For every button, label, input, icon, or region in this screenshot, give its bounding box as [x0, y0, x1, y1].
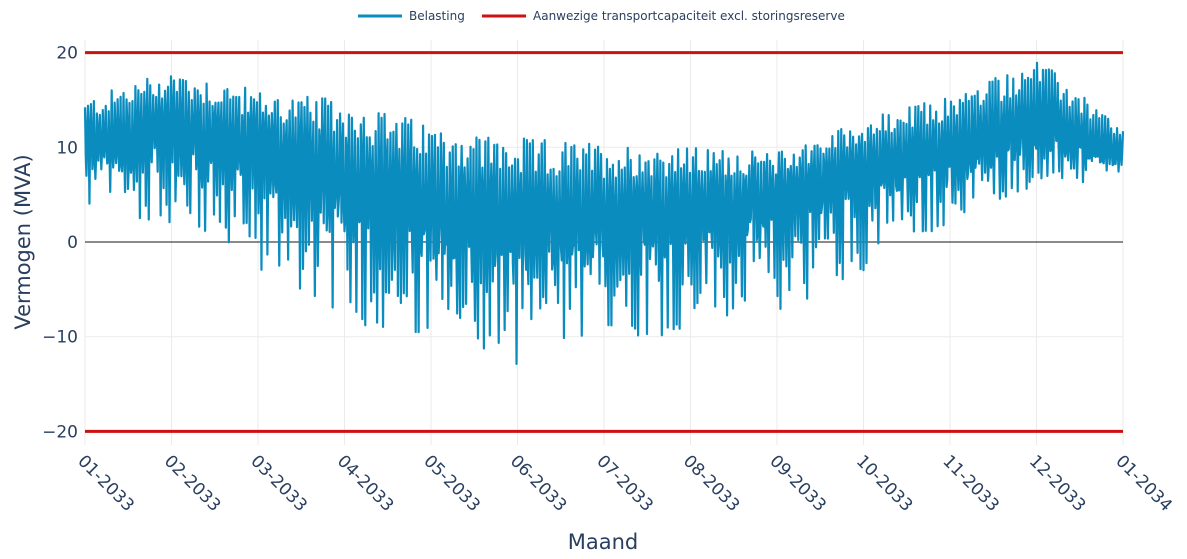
y-tick-label: −20	[42, 422, 78, 442]
x-tick-label: 07-2033	[592, 451, 656, 515]
y-tick-label: 0	[67, 233, 78, 253]
series-belasting	[83, 61, 1125, 365]
x-tick-label: 10-2033	[852, 451, 916, 515]
x-axis-title: Maand	[568, 530, 639, 554]
x-tick-label: 01-2034	[1111, 451, 1175, 515]
y-axis-title: Vermogen (MVA)	[11, 154, 35, 329]
y-tick-label: −10	[42, 328, 78, 348]
x-tick-label: 12-2033	[1025, 451, 1089, 515]
belasting-line	[83, 61, 1125, 365]
legend: Belasting Aanwezige transportcapaciteit …	[358, 9, 845, 23]
y-tick-label: 10	[56, 138, 78, 158]
x-tick-label: 04-2033	[333, 451, 397, 515]
x-tick-label: 03-2033	[246, 451, 310, 515]
x-tick-label: 05-2033	[419, 451, 483, 515]
x-axis-ticks: 01-2033 02-2033 03-2033 04-2033 05-2033 06-20…	[73, 451, 1175, 515]
series-capacity-lines	[85, 51, 1123, 433]
y-tick-label: 20	[56, 44, 78, 64]
legend-label-belasting: Belasting	[409, 9, 465, 23]
x-tick-label: 02-2033	[160, 451, 224, 515]
legend-label-capacity: Aanwezige transportcapaciteit excl. stor…	[533, 9, 845, 23]
x-tick-label: 09-2033	[765, 451, 829, 515]
x-tick-label: 06-2033	[506, 451, 570, 515]
y-axis-ticks: 20 10 0 −10 −20	[42, 44, 78, 443]
x-tick-label: 11-2033	[938, 451, 1002, 515]
x-tick-label: 01-2033	[73, 451, 137, 515]
x-tick-label: 08-2033	[679, 451, 743, 515]
